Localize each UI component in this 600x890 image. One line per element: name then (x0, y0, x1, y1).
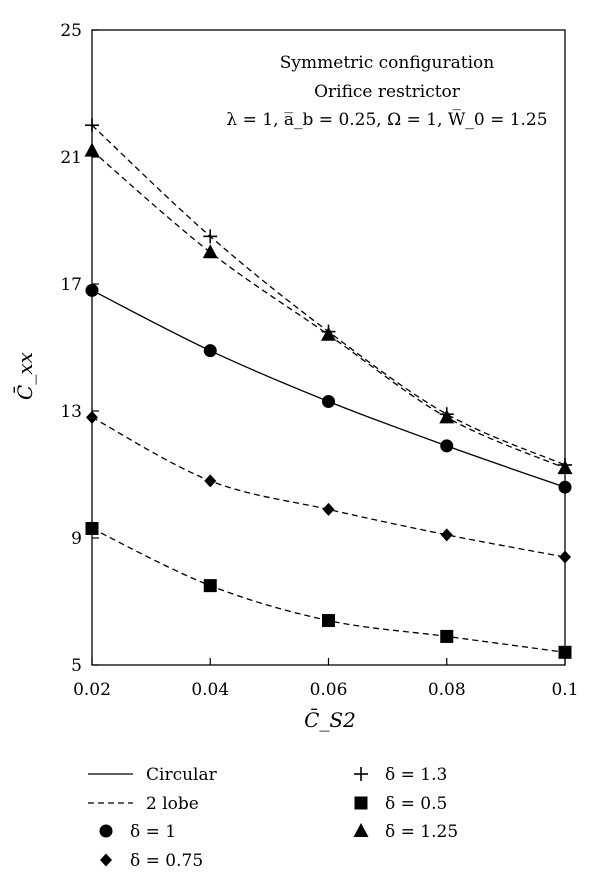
y-tick-label: 21 (60, 148, 82, 168)
y-tick-label: 13 (60, 402, 82, 422)
legend-marker-plus (354, 767, 368, 781)
data-point-circle (203, 344, 217, 358)
annotation-line-3: λ = 1, a̅_b = 0.25, Ω = 1, W̅_0 = 1.25 (226, 109, 547, 130)
legend-label: δ = 0.5 (385, 794, 447, 814)
legend-label: 2 lobe (146, 794, 199, 814)
data-point-square (558, 645, 572, 659)
legend-label: δ = 1.3 (385, 765, 447, 785)
data-point-circle (322, 394, 335, 408)
x-tick-label: 0.02 (73, 680, 111, 700)
annotation: Symmetric configuration Orifice restrict… (226, 53, 547, 130)
data-point-circle (85, 283, 99, 297)
legend-label: δ = 1 (130, 822, 176, 842)
y-tick-label: 9 (71, 529, 82, 549)
annotation-line-2: Orifice restrictor (314, 82, 461, 102)
x-tick-label: 0.04 (191, 680, 229, 700)
data-point-diamond (86, 410, 98, 424)
x-tick-label: 0.06 (310, 680, 348, 700)
legend-marker-triangle (353, 823, 369, 837)
y-tick-label: 5 (71, 656, 82, 676)
data-point-diamond (440, 528, 453, 542)
legend: Circular 2 lobe δ = 1 δ = 0.75 δ = 1.3 δ = 0.… (88, 765, 458, 871)
legend-label: δ = 1.25 (385, 822, 458, 842)
data-point-triangle (439, 409, 455, 424)
x-axis-title: C̄_S2 (304, 707, 356, 732)
data-point-triangle (84, 142, 100, 157)
series-line (91, 416, 566, 558)
series-line (91, 150, 566, 469)
legend-marker-diamond (100, 853, 112, 867)
data-point-diamond (204, 474, 217, 488)
y-tick-label: 17 (60, 275, 82, 295)
data-point-triangle (202, 244, 218, 259)
data-point-square (440, 629, 454, 643)
data-markers (84, 118, 573, 659)
series-lines (91, 124, 566, 653)
legend-marker-circle (99, 824, 113, 838)
y-tick-label: 25 (60, 21, 82, 41)
axis-ticks: 5 9 13 17 21 25 0.02 0.04 0.06 0.08 0.1 (60, 21, 578, 700)
series-line (91, 124, 566, 466)
series-line (91, 527, 566, 653)
x-tick-label: 0.1 (551, 680, 578, 700)
legend-marker-square (354, 796, 368, 810)
data-point-square (322, 614, 335, 628)
annotation-line-1: Symmetric configuration (280, 53, 495, 73)
data-point-plus (85, 118, 99, 133)
data-point-diamond (322, 502, 335, 516)
legend-label: Circular (146, 765, 218, 785)
x-tick-label: 0.08 (428, 680, 466, 700)
y-axis-title: C̄_xx (12, 352, 37, 400)
data-point-square (203, 579, 217, 593)
legend-label: δ = 0.75 (130, 851, 203, 871)
data-point-circle (440, 439, 454, 453)
data-point-circle (558, 480, 572, 494)
data-point-triangle (321, 326, 336, 341)
data-point-triangle (557, 460, 573, 475)
data-point-diamond (559, 550, 571, 564)
data-point-square (85, 521, 99, 535)
data-point-plus (203, 229, 218, 244)
